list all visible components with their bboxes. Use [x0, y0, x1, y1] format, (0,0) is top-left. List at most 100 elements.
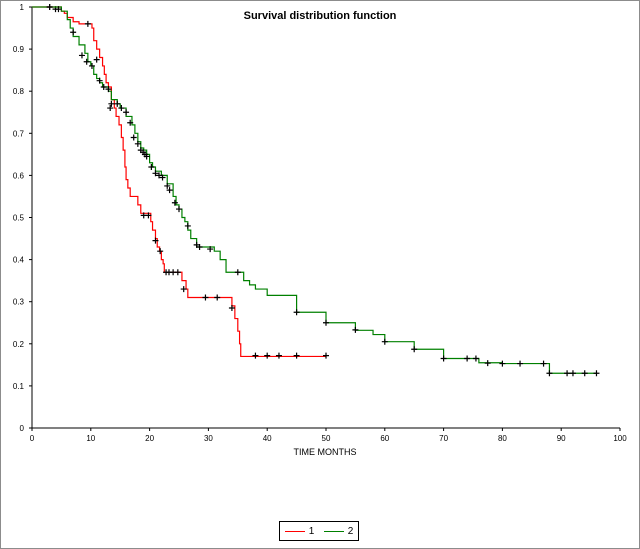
censor-mark — [152, 170, 159, 177]
censor-mark — [171, 199, 178, 206]
censor-mark — [472, 355, 479, 362]
y-tick-label: 0.4 — [13, 256, 25, 265]
censor-mark — [83, 58, 90, 65]
x-tick-label: 100 — [613, 434, 627, 443]
censor-mark — [411, 346, 418, 353]
censor-mark — [569, 370, 576, 377]
x-axis-title: TIME MONTHS — [294, 447, 357, 457]
censor-mark — [593, 370, 600, 377]
censor-mark — [176, 206, 182, 213]
y-tick-label: 0.2 — [13, 340, 25, 349]
censor-mark — [323, 352, 329, 359]
censor-mark — [107, 105, 114, 112]
censor-mark — [78, 52, 85, 59]
censor-mark — [156, 172, 163, 179]
axes: 00.10.20.30.40.50.60.70.80.910 10 20 30 40 50… — [13, 3, 627, 443]
censor-mark — [214, 294, 221, 301]
censor-mark — [108, 100, 115, 107]
censor-mark — [517, 360, 524, 367]
censor-mark — [264, 352, 271, 359]
censor-mark — [105, 86, 112, 93]
censor-mark — [143, 153, 150, 160]
censor-mark — [581, 370, 588, 377]
x-tick-label: 30 — [204, 434, 213, 443]
y-tick-label: 0.6 — [13, 171, 25, 180]
legend-swatch-1 — [284, 530, 305, 532]
y-tick-label: 0.5 — [13, 214, 25, 223]
censor-mark — [88, 62, 95, 69]
censor-mark — [184, 222, 191, 229]
legend-label-1: 1 — [308, 525, 315, 537]
censor-mark — [93, 56, 100, 63]
censor-mark — [123, 109, 130, 116]
censor-mark — [100, 83, 107, 90]
y-tick-label: 0.9 — [13, 45, 25, 54]
x-tick-label: 70 — [439, 434, 448, 443]
censor-mark — [252, 352, 259, 359]
censor-mark — [55, 6, 62, 13]
series-1 — [32, 4, 329, 359]
censor-mark — [234, 269, 241, 276]
censor-mark — [499, 360, 506, 367]
x-tick-label: 0 — [30, 434, 35, 443]
censor-mark — [152, 237, 159, 244]
censor-mark — [196, 243, 203, 250]
y-tick-label: 0.8 — [13, 87, 25, 96]
legend-label-2: 2 — [347, 525, 354, 537]
censor-mark — [157, 248, 164, 255]
censor-mark — [540, 360, 547, 367]
censor-mark — [228, 305, 235, 312]
series-line-1 — [32, 6, 326, 358]
censor-mark — [352, 326, 359, 333]
x-tick-label: 50 — [322, 434, 331, 443]
censor-mark — [202, 294, 209, 301]
censor-mark — [440, 355, 447, 362]
x-tick-label: 40 — [263, 434, 272, 443]
x-tick-label: 80 — [498, 434, 507, 443]
y-tick-label: 0.7 — [13, 129, 25, 138]
censor-mark — [166, 187, 173, 194]
censor-mark — [134, 140, 141, 147]
censor-mark — [96, 77, 103, 84]
censor-mark — [293, 352, 300, 359]
censor-mark — [145, 212, 152, 219]
censor-mark — [293, 309, 300, 316]
censor-mark — [564, 370, 571, 377]
censor-mark — [484, 360, 491, 367]
censor-mark — [464, 355, 471, 362]
chart-title: Survival distribution function — [244, 10, 397, 22]
x-tick-label: 90 — [557, 434, 566, 443]
censor-mark — [546, 370, 553, 377]
legend-item-2: 2 — [323, 525, 354, 537]
censor-mark — [180, 286, 187, 293]
x-tick-label: 20 — [145, 434, 154, 443]
x-tick-label: 10 — [86, 434, 95, 443]
censor-mark — [118, 105, 125, 112]
censor-mark — [164, 182, 171, 189]
censor-mark — [130, 134, 137, 141]
censor-mark — [127, 119, 134, 126]
censor-mark — [323, 319, 329, 326]
censor-mark — [207, 246, 214, 253]
censor-mark — [84, 20, 91, 27]
y-tick-label: 0.1 — [13, 382, 25, 391]
legend-item-1: 1 — [284, 525, 315, 537]
censor-mark — [46, 4, 53, 10]
plot-area — [32, 4, 600, 377]
censor-mark — [159, 174, 166, 181]
censor-mark — [148, 163, 155, 170]
y-tick-label: 1 — [20, 3, 25, 12]
legend: 1 2 — [279, 521, 359, 541]
legend-swatch-2 — [323, 530, 344, 532]
x-tick-label: 60 — [380, 434, 389, 443]
censor-mark — [381, 338, 388, 345]
censor-mark — [275, 352, 282, 359]
censor-mark — [70, 29, 77, 36]
y-tick-label: 0 — [20, 424, 25, 433]
series-line-2 — [32, 6, 597, 374]
series-2 — [32, 4, 600, 377]
censor-mark — [114, 100, 121, 107]
censor-mark — [174, 269, 181, 276]
